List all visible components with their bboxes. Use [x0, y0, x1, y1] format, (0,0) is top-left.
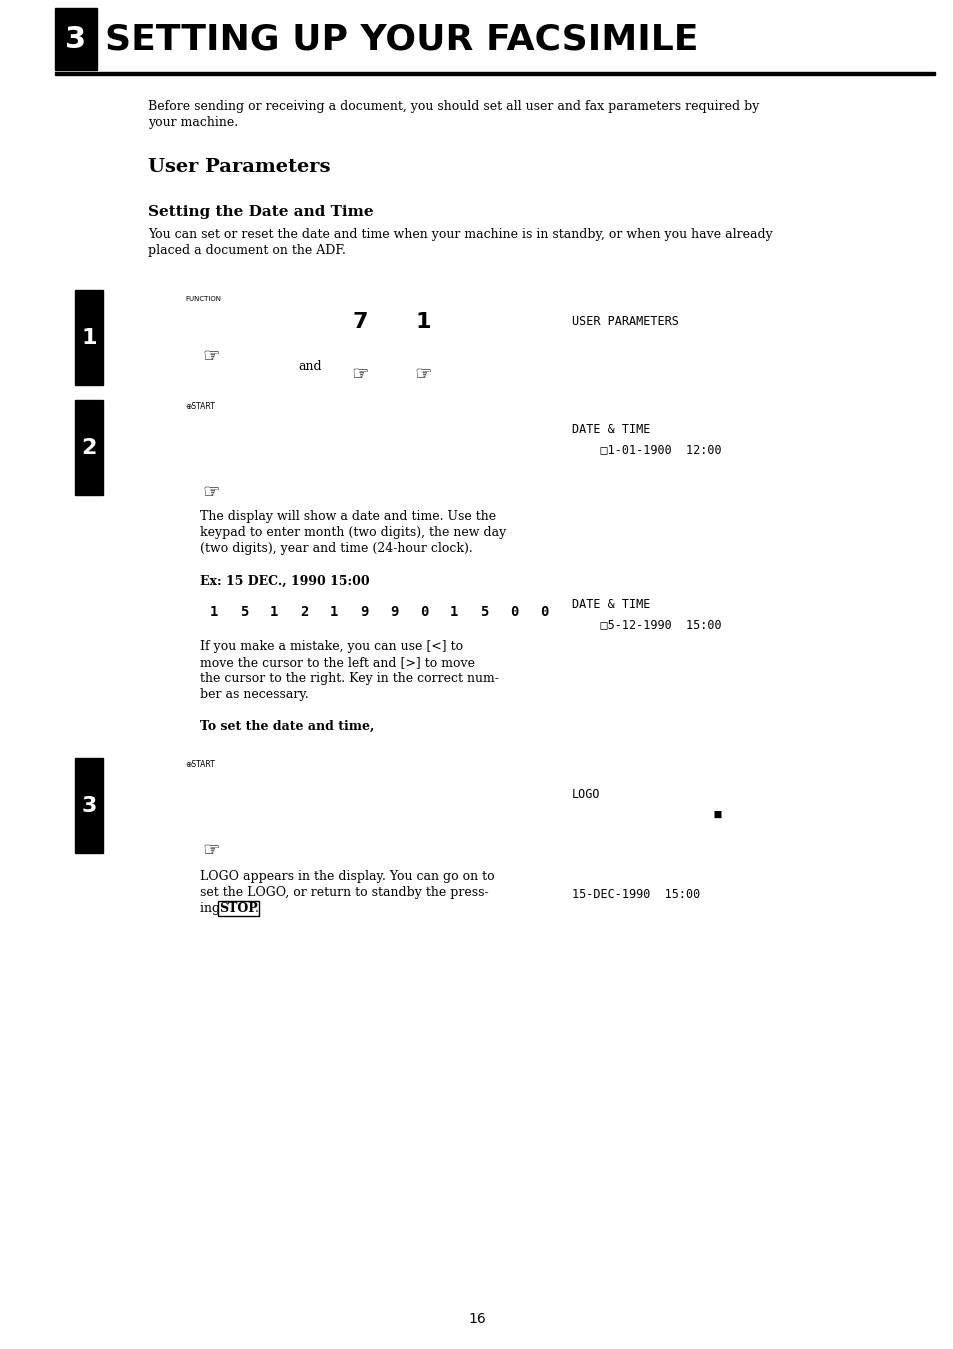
- Text: □5-12-1990  15:00: □5-12-1990 15:00: [572, 618, 720, 631]
- Bar: [559, 861, 869, 912]
- Text: keypad to enter month (two digits), the new day: keypad to enter month (two digits), the …: [200, 526, 506, 540]
- Bar: [55, 8, 97, 70]
- Text: DATE & TIME: DATE & TIME: [572, 598, 650, 611]
- Text: placed a document on the ADF.: placed a document on the ADF.: [148, 244, 346, 258]
- Text: (two digits), year and time (24-hour clock).: (two digits), year and time (24-hour clo…: [200, 542, 473, 554]
- Bar: [559, 405, 869, 469]
- Text: 0: 0: [539, 604, 548, 619]
- Text: move the cursor to the left and [>] to move: move the cursor to the left and [>] to m…: [200, 656, 475, 669]
- Text: DATE & TIME: DATE & TIME: [572, 424, 650, 436]
- Text: USER PARAMETERS: USER PARAMETERS: [572, 316, 679, 328]
- Bar: [559, 770, 869, 830]
- Text: ☞: ☞: [202, 483, 219, 502]
- Bar: [174, 308, 247, 328]
- Text: Before sending or receiving a document, you should set all user and fax paramete: Before sending or receiving a document, …: [148, 100, 759, 113]
- Text: 3: 3: [66, 24, 87, 54]
- Text: 1: 1: [81, 328, 96, 348]
- Bar: [559, 580, 869, 645]
- Text: 1: 1: [210, 604, 218, 619]
- Text: FUNCTION: FUNCTION: [185, 295, 221, 302]
- Text: To set the date and time,: To set the date and time,: [200, 720, 374, 733]
- Text: 9: 9: [390, 604, 397, 619]
- Text: ber as necessary.: ber as necessary.: [200, 688, 309, 701]
- Bar: [397, 297, 448, 347]
- Text: 3: 3: [81, 796, 96, 816]
- Bar: [55, 71, 934, 76]
- Text: 1: 1: [270, 604, 278, 619]
- Text: ⊕START: ⊕START: [185, 402, 214, 411]
- Text: 9: 9: [359, 604, 368, 619]
- Text: LOGO: LOGO: [572, 788, 599, 801]
- Text: User Parameters: User Parameters: [148, 158, 330, 175]
- Bar: [410, 598, 437, 626]
- Bar: [350, 598, 377, 626]
- Bar: [559, 295, 869, 355]
- Bar: [335, 297, 385, 347]
- Bar: [174, 415, 247, 469]
- Text: your machine.: your machine.: [148, 116, 238, 130]
- Text: the cursor to the right. Key in the correct num-: the cursor to the right. Key in the corr…: [200, 672, 498, 685]
- Text: You can set or reset the date and time when your machine is in standby, or when : You can set or reset the date and time w…: [148, 228, 772, 241]
- Text: STOP: STOP: [219, 902, 257, 915]
- Text: 2: 2: [81, 437, 96, 457]
- Text: SETTING UP YOUR FACSIMILE: SETTING UP YOUR FACSIMILE: [105, 22, 698, 57]
- Bar: [75, 290, 103, 384]
- Text: 1: 1: [449, 604, 457, 619]
- Text: 15-DEC-1990  15:00: 15-DEC-1990 15:00: [572, 888, 700, 901]
- Text: 0: 0: [509, 604, 517, 619]
- Bar: [174, 773, 247, 828]
- Text: Ex: 15 DEC., 1990 15:00: Ex: 15 DEC., 1990 15:00: [200, 575, 369, 588]
- Text: 5: 5: [479, 604, 488, 619]
- Text: 1: 1: [330, 604, 337, 619]
- Text: ■: ■: [572, 808, 720, 822]
- Text: 5: 5: [239, 604, 248, 619]
- Text: 7: 7: [352, 312, 367, 332]
- Text: If you make a mistake, you can use [<] to: If you make a mistake, you can use [<] t…: [200, 639, 462, 653]
- Text: The display will show a date and time. Use the: The display will show a date and time. U…: [200, 510, 496, 523]
- Bar: [260, 598, 288, 626]
- Bar: [319, 598, 348, 626]
- Bar: [379, 598, 408, 626]
- Text: 1: 1: [415, 312, 430, 332]
- Text: ⊕START: ⊕START: [185, 759, 214, 769]
- Text: □1-01-1900  12:00: □1-01-1900 12:00: [572, 442, 720, 456]
- Bar: [290, 598, 317, 626]
- Text: 16: 16: [468, 1313, 485, 1326]
- Text: LOGO appears in the display. You can go on to: LOGO appears in the display. You can go …: [200, 870, 494, 884]
- Text: 0: 0: [419, 604, 428, 619]
- Bar: [75, 401, 103, 495]
- Text: ☞: ☞: [351, 366, 368, 384]
- Text: ☞: ☞: [202, 840, 219, 859]
- Text: set the LOGO, or return to standby the press-: set the LOGO, or return to standby the p…: [200, 886, 488, 898]
- Text: ☞: ☞: [202, 347, 219, 366]
- Text: .: .: [251, 902, 259, 915]
- Bar: [439, 598, 468, 626]
- Bar: [499, 598, 527, 626]
- Bar: [200, 598, 228, 626]
- Text: ☞: ☞: [414, 366, 432, 384]
- Text: and: and: [298, 359, 321, 372]
- Text: Setting the Date and Time: Setting the Date and Time: [148, 205, 374, 219]
- Bar: [470, 598, 497, 626]
- Bar: [529, 598, 558, 626]
- Bar: [230, 598, 257, 626]
- Text: 2: 2: [299, 604, 308, 619]
- Bar: [75, 758, 103, 853]
- Text: ing: ing: [200, 902, 224, 915]
